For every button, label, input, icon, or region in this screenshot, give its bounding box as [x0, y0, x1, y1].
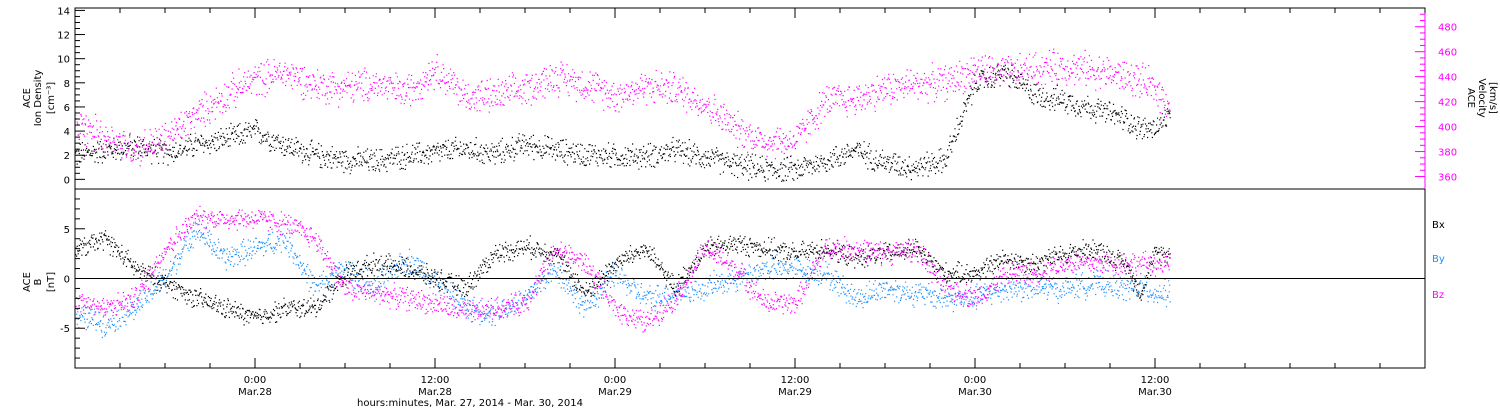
velocity-ytick-label: 420: [1438, 98, 1457, 109]
legend-by: By: [1432, 254, 1445, 265]
x-tick-date-label: Mar.28: [418, 387, 452, 398]
velocity-ytick-label: 380: [1438, 148, 1457, 159]
velocity-ylabel-line2: Velocity: [1476, 78, 1487, 117]
x-tick-date-label: Mar.29: [598, 387, 632, 398]
velocity-series: [75, 48, 1171, 167]
velocity-ytick-label: 480: [1438, 23, 1457, 34]
legend-bx: Bx: [1432, 220, 1445, 231]
bfield-ytick-label: 5: [64, 225, 70, 236]
x-tick-time-label: 0:00: [604, 375, 626, 386]
x-tick-date-label: Mar.29: [778, 387, 812, 398]
x-tick-time-label: 0:00: [244, 375, 266, 386]
x-tick-time-label: 12:00: [1141, 375, 1170, 386]
density-ylabel-units: [cm⁻³]: [46, 82, 57, 114]
density-ytick-label: 6: [64, 103, 70, 114]
density-ytick-label: 2: [64, 151, 70, 162]
bfield-ylabel-units: [nT]: [46, 272, 57, 292]
bfield-ytick-label: -5: [60, 324, 70, 335]
bx-series: [75, 230, 1171, 326]
density-ytick-label: 4: [64, 127, 70, 138]
velocity-ytick-label: 360: [1438, 173, 1457, 184]
x-tick-date-label: Mar.30: [1138, 387, 1172, 398]
x-tick-time-label: 12:00: [781, 375, 810, 386]
bz-series: [75, 205, 1171, 333]
density-ytick-label: 10: [57, 55, 70, 66]
top-panel-data: [75, 48, 1171, 182]
density-ytick-label: 14: [57, 6, 70, 17]
density-ytick-label: 0: [64, 175, 70, 186]
density-series: [75, 64, 1171, 182]
velocity-ytick-label: 400: [1438, 123, 1457, 134]
bfield-ylabel-line2: B: [33, 278, 44, 285]
velocity-ytick-label: 460: [1438, 48, 1457, 59]
x-tick-time-label: 0:00: [964, 375, 986, 386]
x-tick-date-label: Mar.30: [958, 387, 992, 398]
bfield-ylabel-line1: ACE: [22, 272, 33, 292]
legend-bz: Bz: [1432, 290, 1444, 301]
density-ytick-label: 8: [64, 79, 70, 90]
velocity-ylabel-units: [km/s]: [1487, 82, 1498, 114]
bottom-panel-data: [75, 205, 1171, 339]
bfield-ytick-label: 0: [64, 275, 70, 286]
density-ylabel-line2: Ion Density: [33, 70, 44, 127]
x-axis-title: hours:minutes, Mar. 27, 2014 - Mar. 30, …: [357, 398, 583, 409]
axes: 0 2 4 6 8 10 12 14 360 380 400 420 440 460 480 -5 0 5 0:00…: [57, 6, 1457, 398]
density-velocity-panel: [74, 7, 1426, 190]
density-ytick-label: 12: [57, 31, 70, 42]
x-tick-time-label: 12:00: [421, 375, 450, 386]
velocity-ylabel-line1: ACE: [1465, 88, 1476, 108]
density-ylabel-line1: ACE: [22, 88, 33, 108]
x-tick-date-label: Mar.28: [238, 387, 272, 398]
velocity-ytick-label: 440: [1438, 73, 1457, 84]
